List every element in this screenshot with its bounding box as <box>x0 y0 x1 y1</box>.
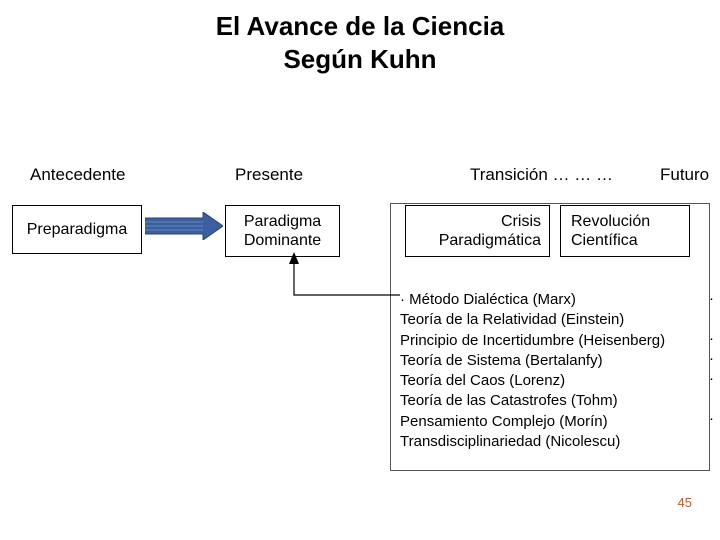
box-crisis-l1: Crisis <box>501 213 541 230</box>
page-number: 45 <box>678 495 692 510</box>
theory-item: Teoría de la Relatividad (Einstein) <box>400 310 665 330</box>
dot-icon: · <box>709 330 714 347</box>
slide-title: El Avance de la Ciencia Según Kuhn <box>0 0 720 75</box>
box-preparadigma: Preparadigma <box>12 205 142 254</box>
theory-item: Transdisciplinariedad (Nicolescu) <box>400 432 665 452</box>
dot-icon: · <box>709 410 714 427</box>
box-revolucion-l1: Revolución <box>571 213 650 230</box>
box-paradigma-l2: Dominante <box>244 232 321 249</box>
theory-item: Principio de Incertidumbre (Heisenberg) <box>400 331 665 351</box>
title-line-2: Según Kuhn <box>283 44 436 74</box>
box-preparadigma-text: Preparadigma <box>27 221 128 238</box>
box-paradigma-l1: Paradigma <box>244 213 321 230</box>
header-transicion: Transición … … … <box>470 165 613 185</box>
header-antecedente: Antecedente <box>30 165 125 185</box>
theories-list: Método Dialéctica (Marx) Teoría de la Re… <box>400 290 665 452</box>
box-crisis-l2: Paradigmática <box>439 232 541 249</box>
dot-icon: · <box>709 350 714 367</box>
dot-icon: · <box>709 290 714 307</box>
theory-item: Método Dialéctica (Marx) <box>400 290 665 310</box>
theory-item: Teoría de las Catastrofes (Tohm) <box>400 391 665 411</box>
box-revolucion-l2: Científica <box>571 232 638 249</box>
theory-item: Pensamiento Complejo (Morín) <box>400 412 665 432</box>
header-presente: Presente <box>235 165 303 185</box>
arrow-theories-to-paradigma <box>280 250 420 320</box>
title-line-1: El Avance de la Ciencia <box>216 11 505 41</box>
dot-icon: · <box>709 370 714 387</box>
header-futuro: Futuro <box>660 165 709 185</box>
box-revolucion: Revolución Científica <box>560 205 690 257</box>
theory-item: Teoría de Sistema (Bertalanfy) <box>400 351 665 371</box>
arrow-preparadigma-to-paradigma <box>145 212 223 240</box>
box-crisis: Crisis Paradigmática <box>405 205 550 257</box>
theory-item: Teoría del Caos (Lorenz) <box>400 371 665 391</box>
